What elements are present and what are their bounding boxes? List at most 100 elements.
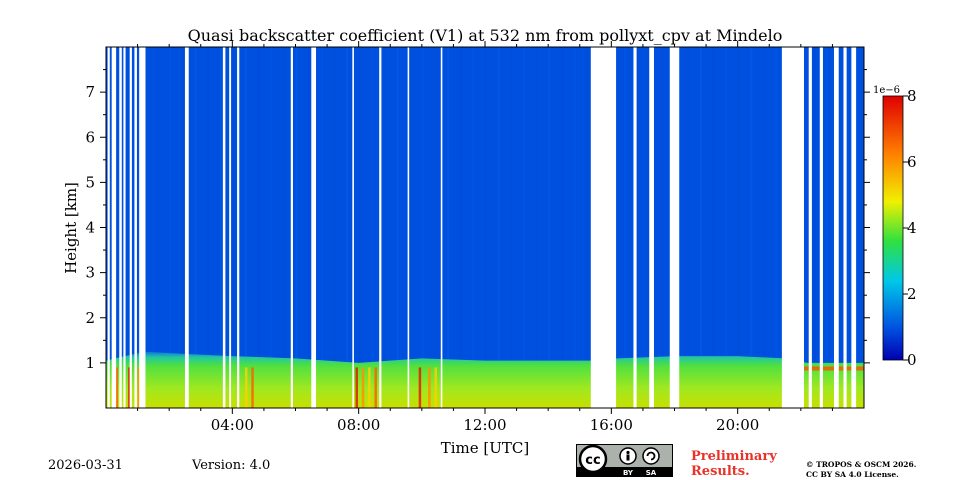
texture-strip: [636, 47, 639, 408]
texture-strip: [358, 47, 361, 408]
hot-streak: [434, 367, 437, 408]
texture-strip: [586, 47, 589, 408]
texture-strip: [497, 47, 500, 408]
y-axis-label: Height [km]: [62, 182, 80, 274]
preliminary-line-2: Results.: [691, 464, 750, 479]
texture-strip: [737, 47, 740, 408]
texture-strip: [421, 47, 424, 408]
share-alike-icon: [642, 447, 660, 465]
copyright-line-1: © TROPOS & OSCM 2026.: [806, 460, 917, 469]
colorbar: [882, 95, 904, 361]
missing-data-gap: [633, 47, 637, 408]
y-tick-label: 7: [85, 83, 95, 101]
texture-strip: [838, 47, 841, 408]
x-axis-ticks: 04:00 08:00 12:00 16:00 20:00: [137, 41, 833, 434]
missing-data-gap: [843, 47, 847, 408]
y-tick-label: 6: [85, 128, 95, 146]
missing-data-gaps: [107, 47, 857, 408]
colorbar-tick-label: 8: [907, 87, 917, 105]
missing-data-gap: [440, 47, 443, 408]
missing-data-gap: [134, 47, 137, 408]
texture-strip: [813, 47, 816, 408]
texture-strip: [371, 47, 374, 408]
texture-strip: [725, 47, 728, 408]
texture-strip: [207, 47, 210, 408]
texture-strip: [775, 47, 778, 408]
texture-strip: [434, 47, 437, 408]
missing-data-gap: [311, 47, 317, 408]
missing-data-gap: [237, 47, 240, 408]
missing-data-gap: [379, 47, 382, 408]
texture-strip: [510, 47, 513, 408]
texture-strip: [346, 47, 349, 408]
missing-data-gap: [129, 47, 132, 408]
hot-streak: [128, 367, 131, 408]
texture-strip: [472, 47, 475, 408]
cc-license-logo: cc BY SA: [577, 445, 672, 476]
hot-streak: [115, 367, 118, 408]
texture-strip: [308, 47, 311, 408]
x-axis-label: Time [UTC]: [441, 439, 530, 457]
texture-strip: [270, 47, 273, 408]
texture-strip: [156, 47, 159, 408]
missing-data-gap: [222, 47, 226, 408]
texture-strip: [560, 47, 563, 408]
texture-strip: [194, 47, 197, 408]
cc-logo-text: cc: [585, 453, 600, 468]
texture-strip: [320, 47, 323, 408]
texture-strip: [219, 47, 222, 408]
preliminary-line-1: Preliminary: [691, 449, 777, 464]
missing-data-gap: [781, 47, 804, 408]
texture-strip: [131, 47, 134, 408]
y-tick-label: 5: [85, 173, 95, 191]
texture-strip: [333, 47, 336, 408]
texture-strip: [409, 47, 412, 408]
copyright-line-2: CC BY SA 4.0 License.: [806, 470, 899, 479]
hot-streak: [244, 367, 248, 408]
texture-strip: [295, 47, 298, 408]
missing-data-gap: [819, 47, 823, 408]
footer-date: 2026-03-31: [48, 458, 123, 473]
texture-strip: [750, 47, 753, 408]
missing-data-gap: [590, 47, 617, 408]
missing-data-gap: [184, 47, 189, 408]
texture-strip: [244, 47, 247, 408]
texture-strip: [257, 47, 260, 408]
cc-license-badge: cc BY SA: [576, 444, 673, 477]
x-tick-label: 20:00: [716, 416, 759, 434]
missing-data-gap: [669, 47, 680, 408]
missing-data-gap: [229, 47, 232, 408]
colorbar-ticks: 0 2 4 6 8: [903, 87, 917, 369]
missing-data-gap: [290, 47, 293, 408]
texture-strip: [232, 47, 235, 408]
y-axis-ticks: 1 2 3 4 5 6 7: [85, 69, 870, 372]
hot-streak: [361, 367, 365, 408]
missing-data-gap: [851, 47, 857, 408]
colorbar-exponent: 1e−6: [873, 85, 900, 96]
chart-title: Quasi backscatter coefficient (V1) at 53…: [188, 26, 783, 45]
y-tick-label: 1: [85, 354, 95, 372]
cc-by-text: BY: [623, 469, 634, 476]
y-tick-label: 3: [85, 264, 95, 282]
texture-strip: [181, 47, 184, 408]
texture-strip: [169, 47, 172, 408]
plot-area: [106, 47, 864, 408]
x-tick-label: 16:00: [590, 416, 633, 434]
hot-streak: [251, 367, 254, 408]
missing-data-gap: [119, 47, 122, 408]
colorbar-tick-label: 2: [907, 285, 917, 303]
texture-strip: [447, 47, 450, 408]
texture-strip: [535, 47, 538, 408]
texture-strip: [282, 47, 285, 408]
hot-streak: [418, 367, 422, 408]
preliminary-notice: Preliminary Results.: [691, 449, 777, 479]
texture-strip: [485, 47, 487, 408]
x-tick-label: 08:00: [337, 416, 380, 434]
texture-strip: [687, 47, 690, 408]
missing-data-gap: [407, 47, 410, 408]
missing-data-gap: [123, 47, 126, 408]
x-tick-label: 12:00: [463, 416, 506, 434]
texture-strip: [522, 47, 525, 408]
hot-streak: [428, 367, 431, 408]
